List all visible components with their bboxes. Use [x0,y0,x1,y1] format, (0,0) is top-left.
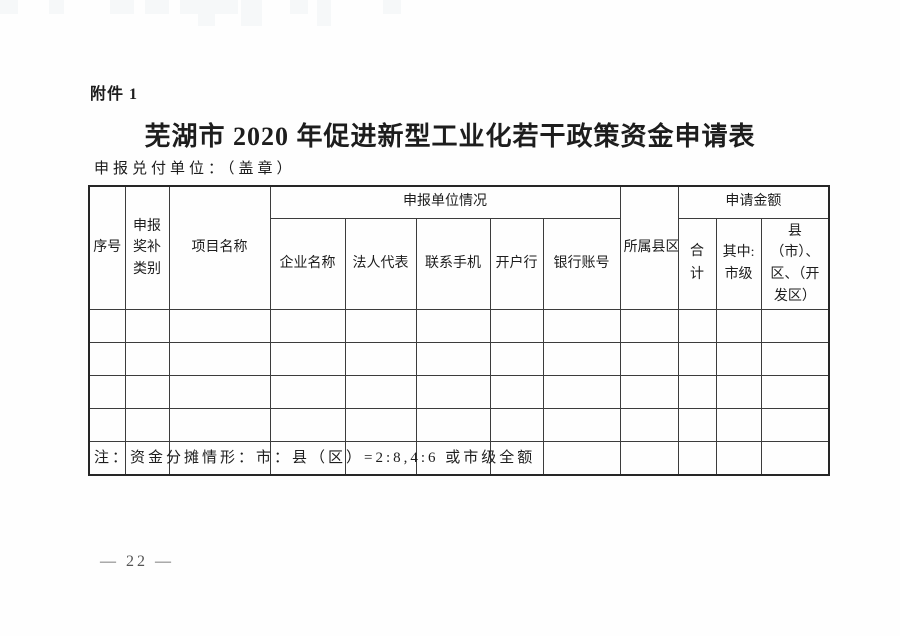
declare-unit-line: 申报兑付单位：（盖章） [94,161,296,177]
empty-data-cell [760,309,830,344]
table-row [88,408,830,443]
empty-data-cell [489,375,544,410]
empty-data-cell [168,408,271,443]
empty-data-cell [124,309,170,344]
empty-data-cell [677,342,717,377]
scan-artifact [49,0,64,14]
empty-data-cell [88,408,126,443]
scan-artifact [212,0,238,14]
scan-artifact [198,0,215,26]
empty-data-cell [168,309,271,344]
empty-data-cell [542,408,621,443]
empty-data-cell [542,375,621,410]
empty-data-cell [542,309,621,344]
empty-data-cell [415,309,491,344]
empty-data-cell [124,342,170,377]
table-row [88,441,830,476]
scan-artifact [383,0,401,14]
empty-data-cell [489,309,544,344]
col-header-contact-phone: 联系手机 [415,217,491,311]
scan-artifact [110,0,134,14]
scan-artifact-strip [0,0,900,28]
empty-data-cell [619,441,679,476]
empty-data-cell [715,309,762,344]
empty-data-cell [619,408,679,443]
empty-data-cell [715,342,762,377]
empty-data-cell [489,342,544,377]
scan-artifact [180,0,203,14]
empty-data-cell [269,309,346,344]
empty-data-cell [415,408,491,443]
col-header-city-level: 其中:市级 [715,217,762,311]
col-header-bank-account: 银行账号 [542,217,621,311]
scan-artifact [317,0,331,26]
empty-data-cell [344,441,417,476]
col-header-district: 所属县区 [619,185,679,311]
empty-data-cell [415,342,491,377]
page-title: 芜湖市 2020 年促进新型工业化若干政策资金申请表 [144,122,756,151]
empty-data-cell [269,342,346,377]
empty-data-cell [124,375,170,410]
page-number: — 22 — [100,553,174,570]
attachment-label: 附件 1 [90,86,139,103]
empty-data-cell [489,441,544,476]
empty-data-cell [415,375,491,410]
empty-data-cell [269,375,346,410]
scan-artifact [241,0,262,26]
col-header-project-name: 项目名称 [168,185,271,311]
table-body [88,309,830,476]
col-header-county-district: 县（市）、区、（开发区） [760,217,830,311]
empty-data-cell [760,375,830,410]
col-group-amount: 申请金额 [677,185,830,219]
empty-data-cell [88,309,126,344]
col-group-unit-info: 申报单位情况 [269,185,621,219]
empty-data-cell [344,408,417,443]
col-header-company-name: 企业名称 [269,217,346,311]
scan-artifact [0,0,18,14]
table-row [88,375,830,410]
header-row-groups: 序号 申报奖补类别 项目名称 申报单位情况 所属县区 申请金额 [88,185,830,311]
empty-data-cell [715,441,762,476]
empty-data-cell [677,441,717,476]
empty-data-cell [677,375,717,410]
empty-data-cell [677,309,717,344]
empty-data-cell [760,441,830,476]
empty-data-cell [760,342,830,377]
empty-data-cell [344,309,417,344]
empty-data-cell [619,375,679,410]
table-row [88,309,830,344]
table-row [88,342,830,377]
application-table: 序号 申报奖补类别 项目名称 申报单位情况 所属县区 申请金额 企业名称 法人代… [88,185,831,476]
empty-data-cell [344,342,417,377]
empty-data-cell [168,375,271,410]
empty-data-cell [88,342,126,377]
empty-data-cell [489,408,544,443]
empty-data-cell [88,375,126,410]
empty-data-cell [168,342,271,377]
header-row-subcolumns: 企业名称 法人代表 联系手机 开户行 银行账号 合计 其中:市级 县（市）、区、… [89,217,830,311]
scan-artifact [145,0,169,14]
empty-data-cell [269,441,346,476]
empty-data-cell [715,375,762,410]
empty-data-cell [542,441,621,476]
empty-data-cell [124,408,170,443]
table-header: 序号 申报奖补类别 项目名称 申报单位情况 所属县区 申请金额 企业名称 法人代… [88,185,830,311]
col-header-total: 合计 [677,217,717,311]
empty-data-cell [344,375,417,410]
col-header-award-category: 申报奖补类别 [124,185,170,311]
empty-data-cell [542,342,621,377]
empty-data-cell [760,408,830,443]
empty-data-cell [269,408,346,443]
empty-data-cell [715,408,762,443]
scan-artifact [290,0,308,14]
empty-data-cell [619,342,679,377]
col-header-total-label: 合计 [690,244,705,282]
empty-data-cell [619,309,679,344]
col-header-legal-representative: 法人代表 [344,217,417,311]
col-header-bank-branch: 开户行 [489,217,544,311]
note-line: 注：资金分摊情形：市：县（区）=2:8,4:6 或市级全额 [94,450,536,466]
empty-data-cell [677,408,717,443]
col-header-seq: 序号 [88,185,126,311]
